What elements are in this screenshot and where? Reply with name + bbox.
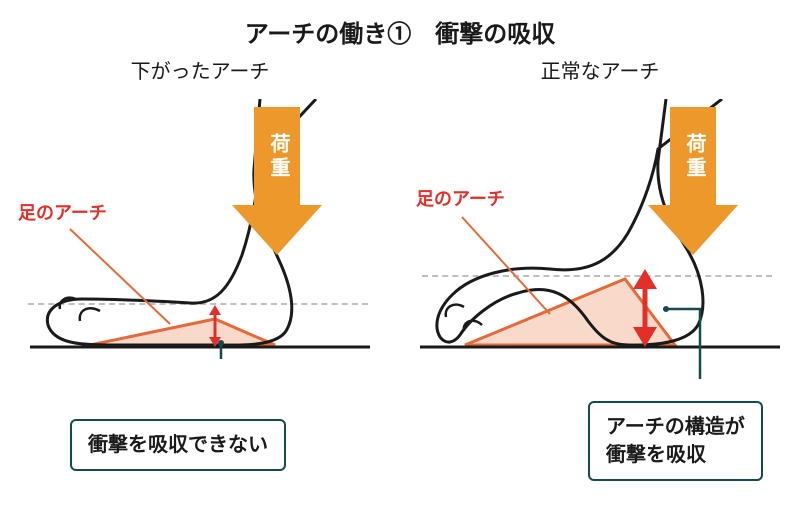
right-load-label: 荷重 (674, 127, 715, 187)
right-diagram: 足のアーチ 荷重 (400, 109, 800, 429)
left-arch-triangle (90, 319, 275, 345)
right-arch-label: 足のアーチ (416, 185, 505, 211)
panels-container: 下がったアーチ (0, 49, 800, 519)
left-foot-svg (20, 99, 380, 359)
left-load-label: 荷重 (258, 127, 299, 187)
right-connector-dot (663, 306, 669, 312)
right-subtitle: 正常なアーチ (400, 55, 800, 84)
panel-right: 正常なアーチ (400, 49, 800, 519)
left-callout-text: 衝撃を吸収できない (88, 434, 268, 456)
right-arch-leader (462, 217, 550, 314)
left-diagram: 足のアーチ 荷重 (0, 109, 400, 429)
right-callout-line1: アーチの構造が (606, 416, 745, 438)
panel-left: 下がったアーチ (0, 49, 400, 519)
right-callout-box: アーチの構造が 衝撃を吸収 (588, 401, 763, 481)
right-callout-line2: 衝撃を吸収 (606, 444, 706, 466)
left-arch-label: 足のアーチ (18, 199, 107, 225)
left-connector-dot (218, 340, 224, 346)
left-callout-box: 衝撃を吸収できない (70, 419, 286, 471)
main-title: アーチの働き① 衝撃の吸収 (0, 0, 800, 49)
left-subtitle: 下がったアーチ (0, 55, 400, 84)
